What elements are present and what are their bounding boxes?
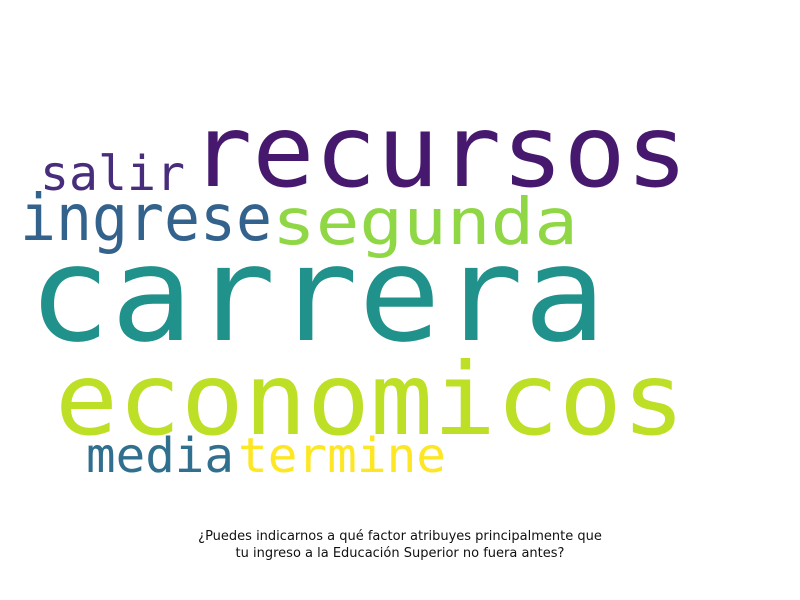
word-ingrese: ingrese: [20, 182, 272, 256]
word-segunda: segunda: [272, 186, 578, 260]
word-economicos: economicos: [55, 341, 685, 458]
caption-line-1: ¿Puedes indicarnos a qué factor atribuye…: [198, 529, 602, 544]
word-recursos: recursos: [190, 93, 688, 210]
word-termine: termine: [238, 428, 446, 484]
word-salir: salir: [40, 146, 185, 202]
word-carrera: carrera: [28, 218, 606, 372]
word-media: media: [86, 428, 234, 484]
caption-line-2: tu ingreso a la Educación Superior no fu…: [235, 546, 565, 561]
figure-caption: ¿Puedes indicarnos a qué factor atribuye…: [0, 528, 800, 562]
